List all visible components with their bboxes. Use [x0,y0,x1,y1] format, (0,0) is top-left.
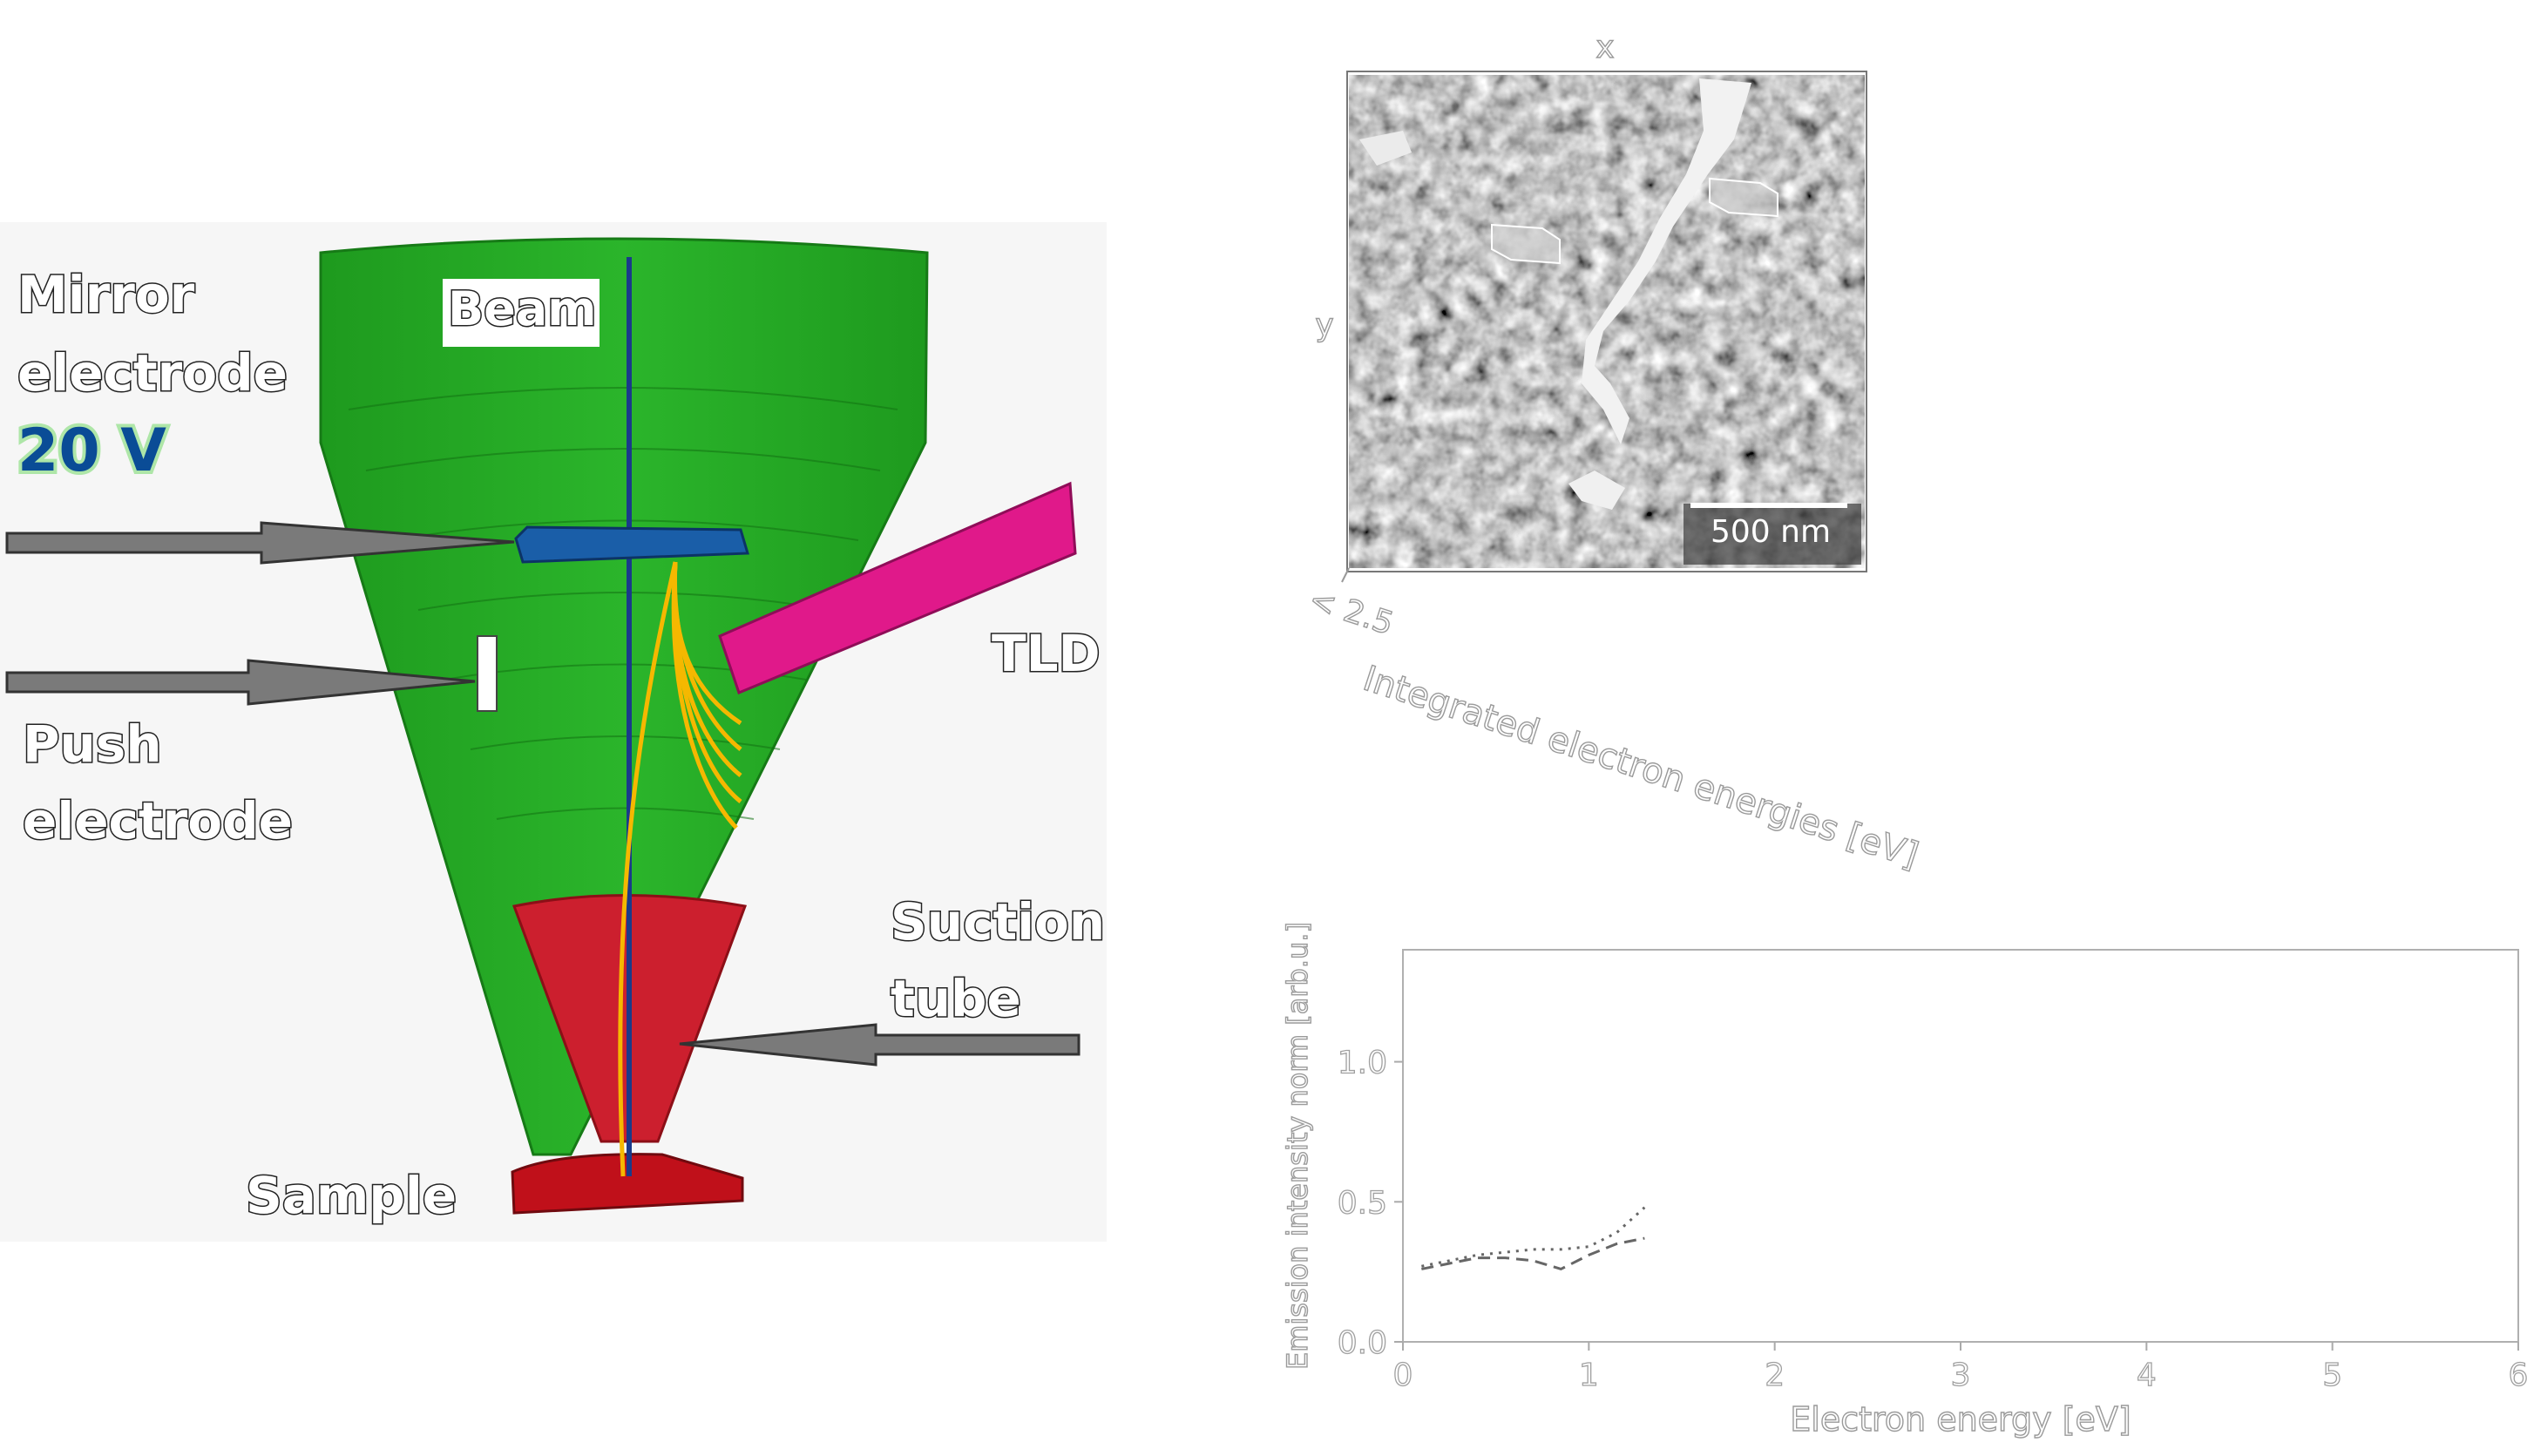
sem-y-label: y [1315,308,1333,343]
cone-body [319,237,929,1156]
y-tick-label-1: 0.5 [1338,1185,1387,1221]
emission-chart: 0 1 2 3 4 5 6 0.0 0.5 1.0 Electron energy [eV] Em… [1280,921,2527,1439]
tld-label: TLD [992,624,1101,683]
push-electrode [477,635,498,712]
colorbar-label: Integrated electron energies [eV] [1358,659,1923,877]
sem-frame [1346,71,1867,572]
arrow-icon [5,521,1081,1067]
y-tick-label-2: 1.0 [1338,1046,1387,1081]
sample-label: Sample [246,1166,457,1225]
electron-trajectories [618,561,742,1177]
push-label-line1: Push [23,714,162,774]
scale-bar-label: 500 nm [1711,514,1831,550]
sample [511,1153,744,1215]
mirror-arrow [5,521,515,565]
x-tick-label-1: 1 [1579,1358,1599,1393]
beam-label-box [443,279,600,347]
suction-label-line1: Suction [891,892,1105,951]
push-arrow [5,659,476,706]
suction-arrow [679,1023,1081,1067]
scale-bar-background [1684,504,1861,565]
mirror-label-line2: electrode [17,343,288,403]
x-tick-label-0: 0 [1393,1358,1413,1393]
sem-image: 500 nm [1349,75,1865,568]
y-tick-label-0: 0.0 [1338,1325,1387,1361]
energy-marker-tick [1341,567,1350,583]
beam-label: Beam [448,281,597,336]
sem-image-panel: x y 500 nm < 2.5 Integrated electron ene… [1304,29,1924,877]
push-label-line2: electrode [23,791,293,850]
chart-axes-frame [1402,949,2519,1343]
chart-y-axis-label: Emission intensity norm [arb.u.] [1281,922,1314,1370]
tld-detector [718,481,1077,694]
x-tick-label-2: 2 [1765,1358,1785,1393]
chart-x-axis-label: Electron energy [eV] [1790,1400,2131,1439]
mirror-voltage: 20 V [17,416,166,485]
x-tick-label-3: 3 [1951,1358,1971,1393]
x-tick-label-4: 4 [2137,1358,2157,1393]
series-line-1 [1421,1206,1646,1268]
energy-marker: < 2.5 [1304,582,1398,643]
sem-x-label: x [1595,30,1614,65]
chart-ticks: 0 1 2 3 4 5 6 0.0 0.5 1.0 [1337,1045,2527,1394]
x-tick-label-5: 5 [2322,1358,2342,1393]
mirror-electrode [514,525,749,564]
suction-label-line2: tube [891,969,1021,1028]
sem-region-markers [1491,177,1778,265]
x-tick-label-6: 6 [2509,1358,2527,1393]
detector-diagram: Beam Mirror electrode 20 V TLD Push elec… [0,222,1107,1242]
mirror-label-line1: Mirror [17,265,195,324]
chart-series [1421,1206,1646,1271]
series-line-0 [1421,1236,1645,1271]
